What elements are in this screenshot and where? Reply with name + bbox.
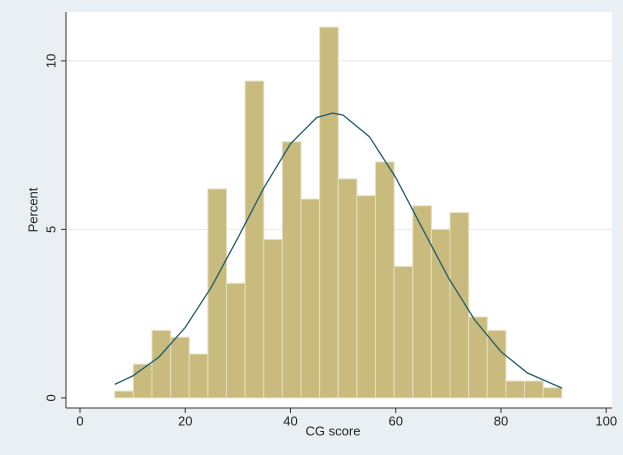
bar	[505, 380, 526, 399]
x-tick-label: 40	[283, 413, 297, 428]
bar	[151, 329, 172, 399]
bar	[486, 329, 507, 399]
bar	[524, 380, 544, 399]
bar	[207, 188, 227, 399]
x-tick-label: 60	[388, 413, 402, 428]
bar	[319, 26, 339, 399]
bar	[356, 195, 377, 399]
bar	[375, 161, 395, 399]
y-tick-label: 0	[43, 394, 58, 401]
bar	[114, 390, 134, 399]
y-axis-title: Percent	[25, 187, 40, 232]
bar	[337, 178, 358, 399]
bar	[430, 228, 451, 399]
bar	[393, 265, 414, 399]
x-tick-label: 100	[595, 413, 617, 428]
x-tick-label: 0	[76, 413, 83, 428]
x-axis-title: CG score	[306, 423, 361, 438]
bar	[449, 212, 470, 399]
bar	[188, 353, 209, 399]
bar	[300, 198, 321, 399]
y-tick-label: 5	[43, 226, 58, 233]
bar	[263, 238, 283, 399]
x-tick-label: 20	[178, 413, 192, 428]
y-tick-label: 10	[43, 54, 58, 68]
bar	[244, 80, 265, 399]
density-curve	[114, 112, 563, 389]
bar	[412, 205, 432, 399]
bar	[542, 387, 563, 399]
bar	[170, 336, 190, 399]
x-tick-label: 80	[494, 413, 508, 428]
bar	[468, 316, 488, 399]
bar	[281, 141, 302, 399]
bar	[225, 282, 246, 399]
